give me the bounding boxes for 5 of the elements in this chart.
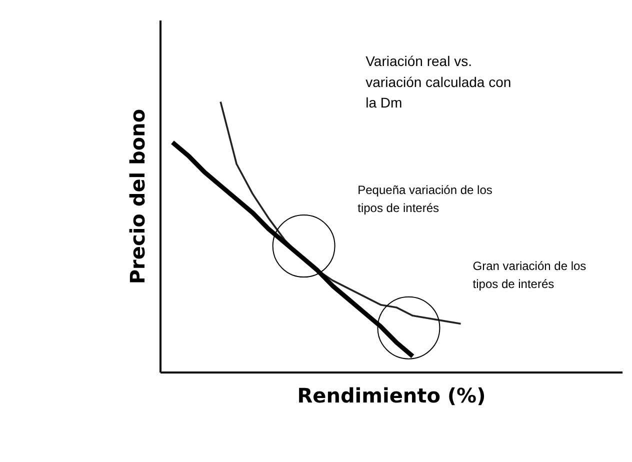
x-axis-title: Rendimiento (%): [297, 384, 486, 408]
text: Gran variación de los tipos de interés: [472, 258, 586, 291]
y-axis-title: Precio del bono: [126, 108, 150, 284]
annotation: Variación real vs. variación calculada con la Dm: [366, 52, 512, 111]
annotation: Pequeña variación de los tipos de interés: [358, 182, 492, 216]
